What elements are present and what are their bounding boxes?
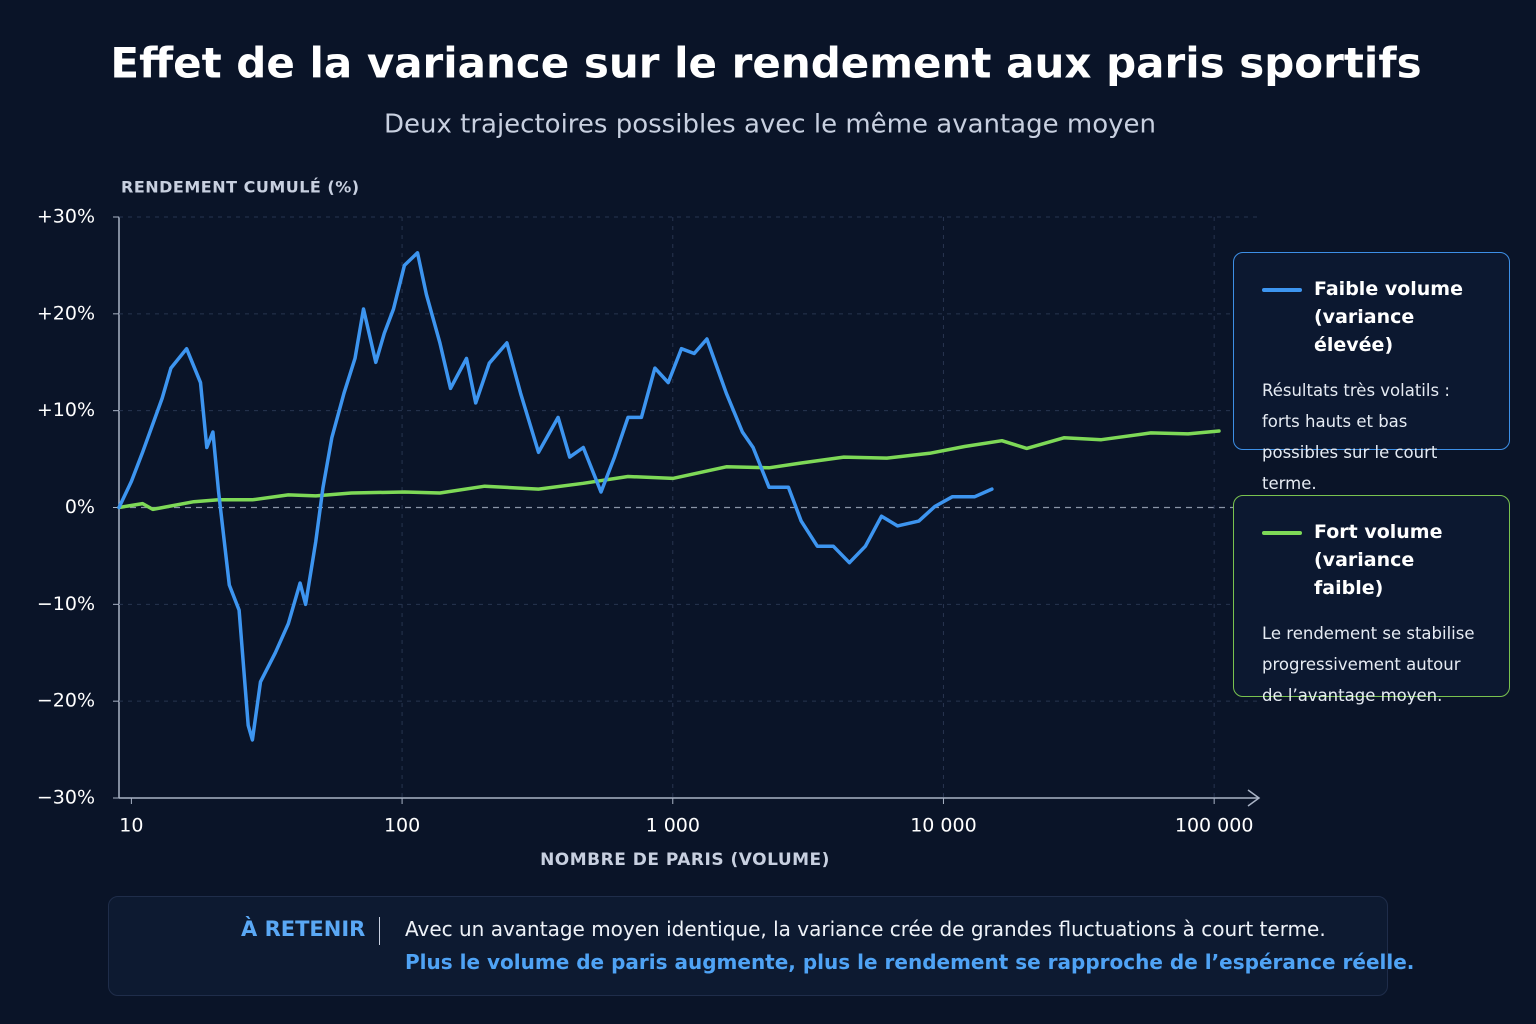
x-tick-label: 100: [384, 815, 420, 837]
legend-box: Fort volume (variance faible) Le rendeme…: [1233, 495, 1510, 705]
x-axis-label: NOMBRE DE PARIS (VOLUME): [540, 850, 830, 870]
y-tick-label: +30%: [37, 206, 95, 228]
callout: À RETENIR Avec un avantage moyen identiq…: [108, 896, 1414, 996]
y-tick-label: −30%: [37, 787, 95, 809]
legend-entry: Fort volume (variance faible): [1262, 518, 1485, 602]
callout-text: Avec un avantage moyen identique, la var…: [405, 917, 1326, 941]
legend-label: Fort volume (variance faible): [1314, 521, 1443, 599]
separator: [379, 917, 380, 945]
legend-swatch: [1262, 531, 1302, 535]
x-tick-label: 10 000: [910, 815, 976, 837]
y-tick-label: +20%: [37, 302, 95, 324]
legend-description: Le rendement se stabilise progressivemen…: [1262, 624, 1475, 705]
y-axis-label: RENDEMENT CUMULÉ (%): [121, 178, 360, 197]
x-tick-label: 1 000: [646, 815, 700, 837]
series-line: [117, 251, 994, 742]
x-axis-arrow: [1247, 789, 1261, 807]
x-tick-label: 100 000: [1175, 815, 1254, 837]
legend-entry: Faible volume (variance élevée): [1262, 275, 1485, 359]
callout-highlight: Plus le volume de paris augmente, plus l…: [405, 950, 1415, 974]
legend-label: Faible volume (variance élevée): [1314, 278, 1463, 356]
legend-swatch: [1262, 288, 1302, 292]
legend-box: Faible volume (variance élevée) Résultat…: [1233, 252, 1510, 493]
legend-description: Résultats très volatils : forts hauts et…: [1262, 381, 1450, 493]
callout-label: À RETENIR: [241, 917, 366, 941]
y-tick-label: +10%: [37, 399, 95, 421]
y-tick-label: −20%: [37, 690, 95, 712]
y-tick-label: 0%: [65, 496, 95, 518]
grid: [119, 216, 1260, 798]
x-tick-label: 10: [119, 815, 143, 837]
chart-title: Effet de la variance sur le rendement au…: [110, 39, 1421, 88]
series-line: [117, 429, 1221, 512]
y-tick-label: −10%: [37, 593, 95, 615]
chart-subtitle: Deux trajectoires possibles avec le même…: [384, 110, 1156, 140]
